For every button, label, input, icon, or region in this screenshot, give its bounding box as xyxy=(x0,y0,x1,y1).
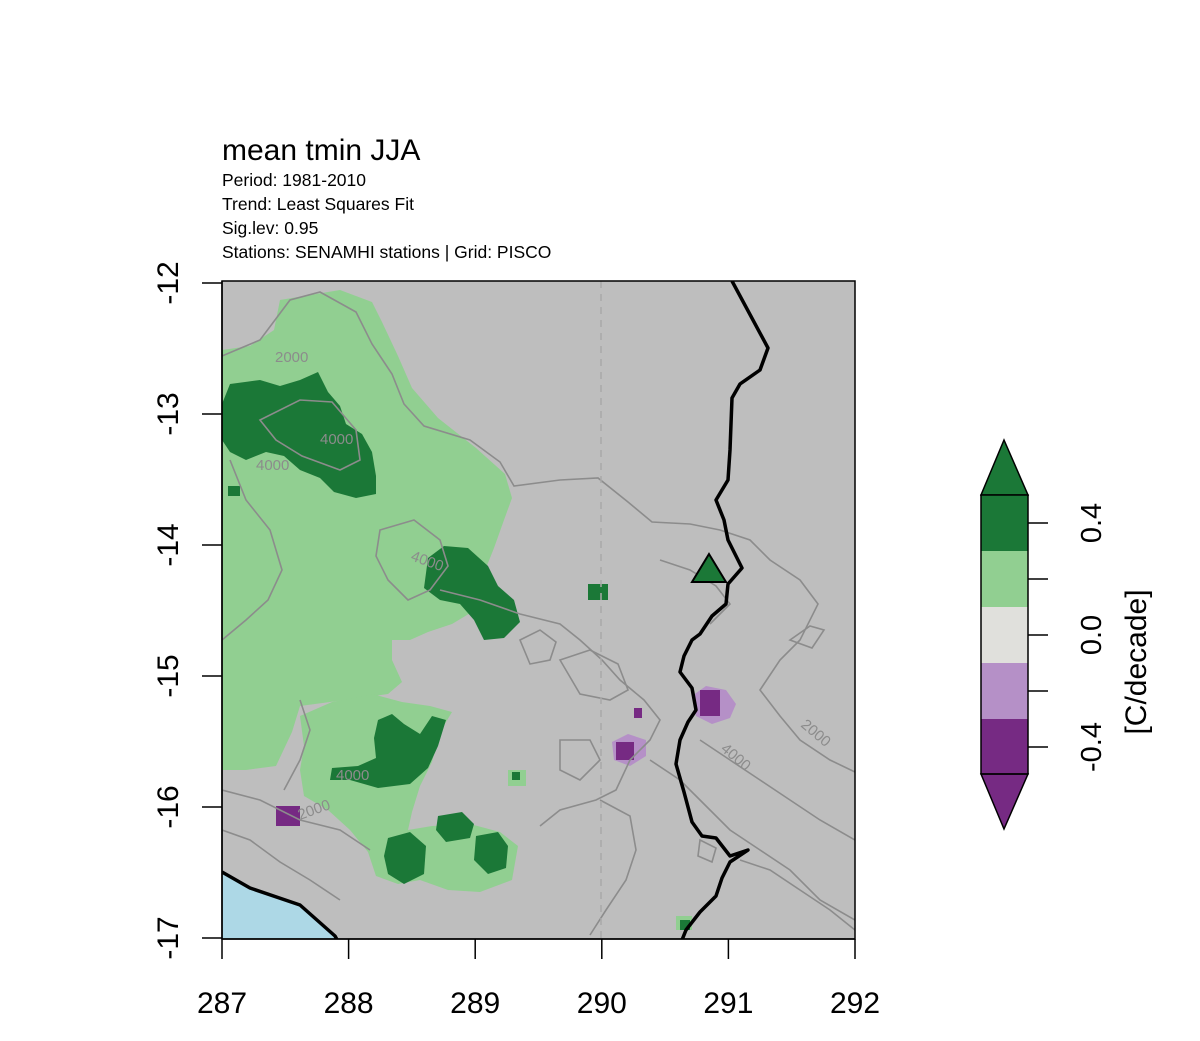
country-borders xyxy=(222,281,770,939)
siglev-label: Sig.lev: 0.95 xyxy=(222,218,319,238)
positive-region-south xyxy=(300,694,518,892)
y-tick-label: -16 xyxy=(152,785,185,828)
strong-positive-region xyxy=(384,832,426,884)
negative-trend-regions xyxy=(276,686,736,826)
y-tick-labels: -12 -13 -14 -15 -16 -17 xyxy=(152,261,185,959)
trend-label: Trend: Least Squares Fit xyxy=(222,194,414,214)
legend-swatch-neutral xyxy=(981,607,1028,663)
legend-swatch-positive xyxy=(981,551,1028,607)
y-tick-label: -17 xyxy=(152,916,185,959)
strong-positive-cell xyxy=(228,486,240,496)
strong-negative-cell xyxy=(700,690,720,716)
contour-label: 4000 xyxy=(336,767,369,784)
strong-negative-cell xyxy=(634,708,642,718)
strong-positive-trend-regions xyxy=(222,372,690,930)
x-tick-label: 288 xyxy=(324,987,374,1020)
stations-label: Stations: SENAMHI stations | Grid: PISCO xyxy=(222,242,552,262)
legend-tick-label: -0.4 xyxy=(1076,722,1108,772)
legend-swatch-strong-positive xyxy=(981,495,1028,551)
x-tick-label: 287 xyxy=(197,987,247,1020)
contour-label: 4000 xyxy=(256,457,289,474)
strong-positive-region xyxy=(474,832,508,874)
contour-label: 2000 xyxy=(275,349,308,366)
y-tick-label: -14 xyxy=(152,523,185,566)
y-tick-label: -15 xyxy=(152,654,185,697)
legend-tick-label: 0.0 xyxy=(1076,615,1108,655)
strong-positive-region xyxy=(436,812,474,842)
map-panel: 2000 4000 4000 4000 2000 4000 4000 2000 xyxy=(222,281,855,939)
strong-positive-cell xyxy=(680,920,690,930)
strong-positive-cell xyxy=(512,772,520,780)
strong-positive-region xyxy=(222,372,376,498)
y-tick-label: -12 xyxy=(152,261,185,304)
color-legend: 0.4 0.0 -0.4 [C/decade] xyxy=(979,438,1153,831)
x-axis xyxy=(221,938,856,959)
strong-positive-region xyxy=(330,714,446,788)
legend-upper-arrow xyxy=(979,438,1030,496)
strong-negative-cell xyxy=(616,742,634,760)
x-tick-label: 290 xyxy=(577,987,627,1020)
y-axis xyxy=(202,281,223,939)
legend-tick-label: 0.4 xyxy=(1076,503,1108,543)
contour-label: 4000 xyxy=(320,431,353,448)
strong-positive-cell xyxy=(588,584,608,600)
legend-swatch-negative xyxy=(981,663,1028,719)
strong-positive-region xyxy=(424,546,520,640)
legend-lower-arrow xyxy=(979,773,1030,831)
legend-swatch-strong-negative xyxy=(981,719,1028,774)
x-tick-label: 291 xyxy=(703,987,753,1020)
x-tick-label: 289 xyxy=(450,987,500,1020)
x-tick-label: 292 xyxy=(830,987,880,1020)
y-tick-label: -13 xyxy=(152,392,185,435)
legend-unit-label: [C/decade] xyxy=(1120,589,1153,734)
map-title: mean tmin JJA xyxy=(222,134,421,167)
x-tick-labels: 287 288 289 290 291 292 xyxy=(197,987,880,1020)
period-label: Period: 1981-2010 xyxy=(222,170,366,190)
station-marker-triangle[interactable] xyxy=(690,552,728,583)
